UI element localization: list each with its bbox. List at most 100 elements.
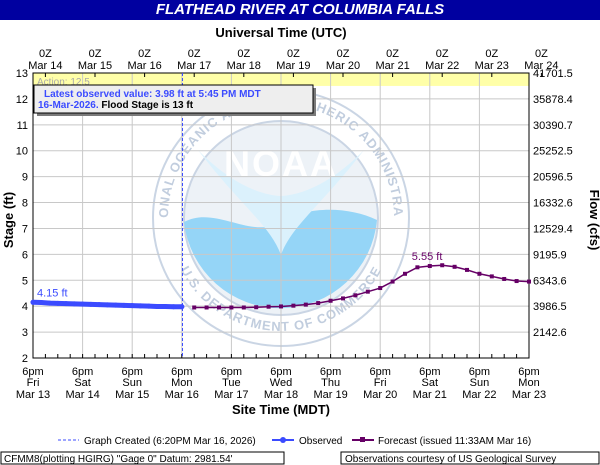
bottom-tick-day: Mon — [518, 377, 539, 389]
forecast-point — [403, 271, 407, 276]
left-tick-label: 10 — [16, 146, 28, 158]
top-tick-time: 0Z — [237, 48, 250, 60]
top-tick-time: 0Z — [436, 48, 449, 60]
right-tick-label: 25252.5 — [533, 146, 573, 158]
left-tick-label: 4 — [22, 301, 28, 313]
legend-forecast-label: Forecast (issued 11:33AM Mar 16) — [378, 436, 531, 447]
right-tick-label: 3986.5 — [533, 301, 567, 313]
top-tick-time: 0Z — [337, 48, 350, 60]
forecast-point — [241, 305, 246, 310]
footer-left-text: CFMM8(plotting HGIRG) "Gage 0" Datum: 29… — [4, 454, 233, 465]
bottom-tick-time: 6pm — [22, 366, 43, 378]
bottom-tick-day: Fri — [27, 377, 40, 389]
observed-point — [171, 304, 177, 310]
forecast-point — [527, 279, 531, 284]
bottom-tick-day: Sat — [422, 377, 439, 389]
bottom-tick-date: Mar 18 — [264, 389, 298, 401]
top-tick-date: Mar 24 — [524, 60, 558, 72]
forecast-peak-label: 5.55 ft — [412, 251, 443, 263]
forecast-point — [229, 305, 234, 310]
axes: 2 3 4 5 6 7 8 9 10 11 12 13 2142.6 3986.5 6343.6 9195.9… — [16, 48, 573, 401]
bottom-tick-day: Thu — [321, 377, 340, 389]
series-layer: 4.15 ft 5.55 ft — [30, 73, 531, 358]
left-tick-label: 8 — [22, 198, 28, 210]
right-tick-label: 30390.7 — [533, 120, 573, 132]
forecast-point — [365, 289, 370, 294]
observed-point — [96, 302, 102, 308]
left-tick-label: 6 — [22, 249, 28, 261]
top-tick-time: 0Z — [188, 48, 201, 60]
forecast-point — [489, 274, 494, 279]
forecast-point — [514, 279, 519, 284]
forecast-point — [217, 305, 221, 310]
forecast-point — [328, 298, 333, 303]
bottom-tick-day: Mon — [171, 377, 192, 389]
top-tick-time: 0Z — [287, 48, 300, 60]
forecast-point — [440, 263, 445, 268]
action-stage-label: Action: 12.5 — [37, 77, 90, 88]
left-tick-label: 3 — [22, 327, 28, 339]
observed-point — [137, 303, 143, 309]
bottom-tick-date: Mar 19 — [313, 389, 347, 401]
forecast-point — [254, 305, 259, 310]
observed-point — [146, 303, 152, 309]
bottom-tick-date: Mar 23 — [512, 389, 546, 401]
forecast-line — [194, 264, 530, 309]
latest-value-date: 16-Mar-2026. — [38, 100, 99, 111]
observed-point — [154, 303, 160, 309]
bottom-tick-day: Sat — [74, 377, 91, 389]
bottom-tick-date: Mar 13 — [16, 389, 50, 401]
top-tick-time: 0Z — [138, 48, 151, 60]
forecast-point — [192, 305, 197, 310]
observed-point — [113, 302, 119, 308]
top-tick-date: Mar 14 — [28, 60, 62, 72]
forecast-point — [316, 301, 321, 306]
footer-right-frame — [340, 451, 600, 465]
observed-point — [38, 300, 44, 306]
bottom-tick-time: 6pm — [121, 366, 142, 378]
top-tick-time: 0Z — [89, 48, 102, 60]
footer-right-text: Observations courtesy of US Geological S… — [345, 454, 556, 465]
observed-point — [104, 302, 110, 308]
bottom-tick-day: Wed — [270, 377, 292, 389]
footer-left-frame — [0, 451, 285, 465]
bottom-tick-date: Mar 17 — [214, 389, 248, 401]
top-tick-time: 0Z — [39, 48, 52, 60]
observed-value-label: 4.15 ft — [37, 287, 68, 299]
observed-point — [63, 301, 69, 307]
right-tick-label: 12529.4 — [533, 223, 573, 235]
top-tick-date: Mar 16 — [127, 60, 161, 72]
forecast-point — [378, 286, 383, 291]
observed-point — [71, 301, 77, 307]
observed-point — [88, 301, 94, 307]
bottom-tick-day: Sun — [470, 377, 490, 389]
left-tick-label: 11 — [17, 120, 28, 132]
right-tick-label: 41701.5 — [533, 68, 573, 80]
top-tick-date: Mar 20 — [326, 60, 360, 72]
bottom-tick-time: 6pm — [469, 366, 490, 378]
top-tick-date: Mar 23 — [475, 60, 509, 72]
top-tick-date: Mar 22 — [425, 60, 459, 72]
bottom-tick-time: 6pm — [369, 366, 390, 378]
forecast-point — [303, 302, 308, 307]
legend-forecast-marker — [360, 437, 365, 442]
observed-point — [121, 302, 127, 308]
chart-title: FLATHEAD RIVER AT COLUMBIA FALLS — [0, 0, 600, 20]
bottom-tick-date: Mar 20 — [363, 389, 397, 401]
right-tick-label: 6343.6 — [533, 275, 567, 287]
left-tick-label: 2 — [22, 353, 28, 365]
bottom-tick-time: 6pm — [419, 366, 440, 378]
right-tick-label: 35878.4 — [533, 94, 573, 106]
top-tick-time: 0Z — [485, 48, 498, 60]
bottom-axis-title: Site Time (MDT) — [232, 402, 330, 417]
legend-observed-label: Observed — [299, 436, 342, 447]
top-tick-date: Mar 15 — [78, 60, 112, 72]
latest-value-line2: 16-Mar-2026. Flood Stage is 13 ft — [38, 100, 194, 111]
left-tick-label: 12 — [16, 94, 28, 106]
right-tick-label: 16332.6 — [533, 198, 573, 210]
forecast-point — [465, 267, 469, 272]
left-axis-title: Stage (ft) — [1, 192, 16, 248]
legend-created-label: Graph Created (6:20PM Mar 16, 2026) — [84, 436, 256, 447]
bottom-tick-day: Tue — [222, 377, 241, 389]
